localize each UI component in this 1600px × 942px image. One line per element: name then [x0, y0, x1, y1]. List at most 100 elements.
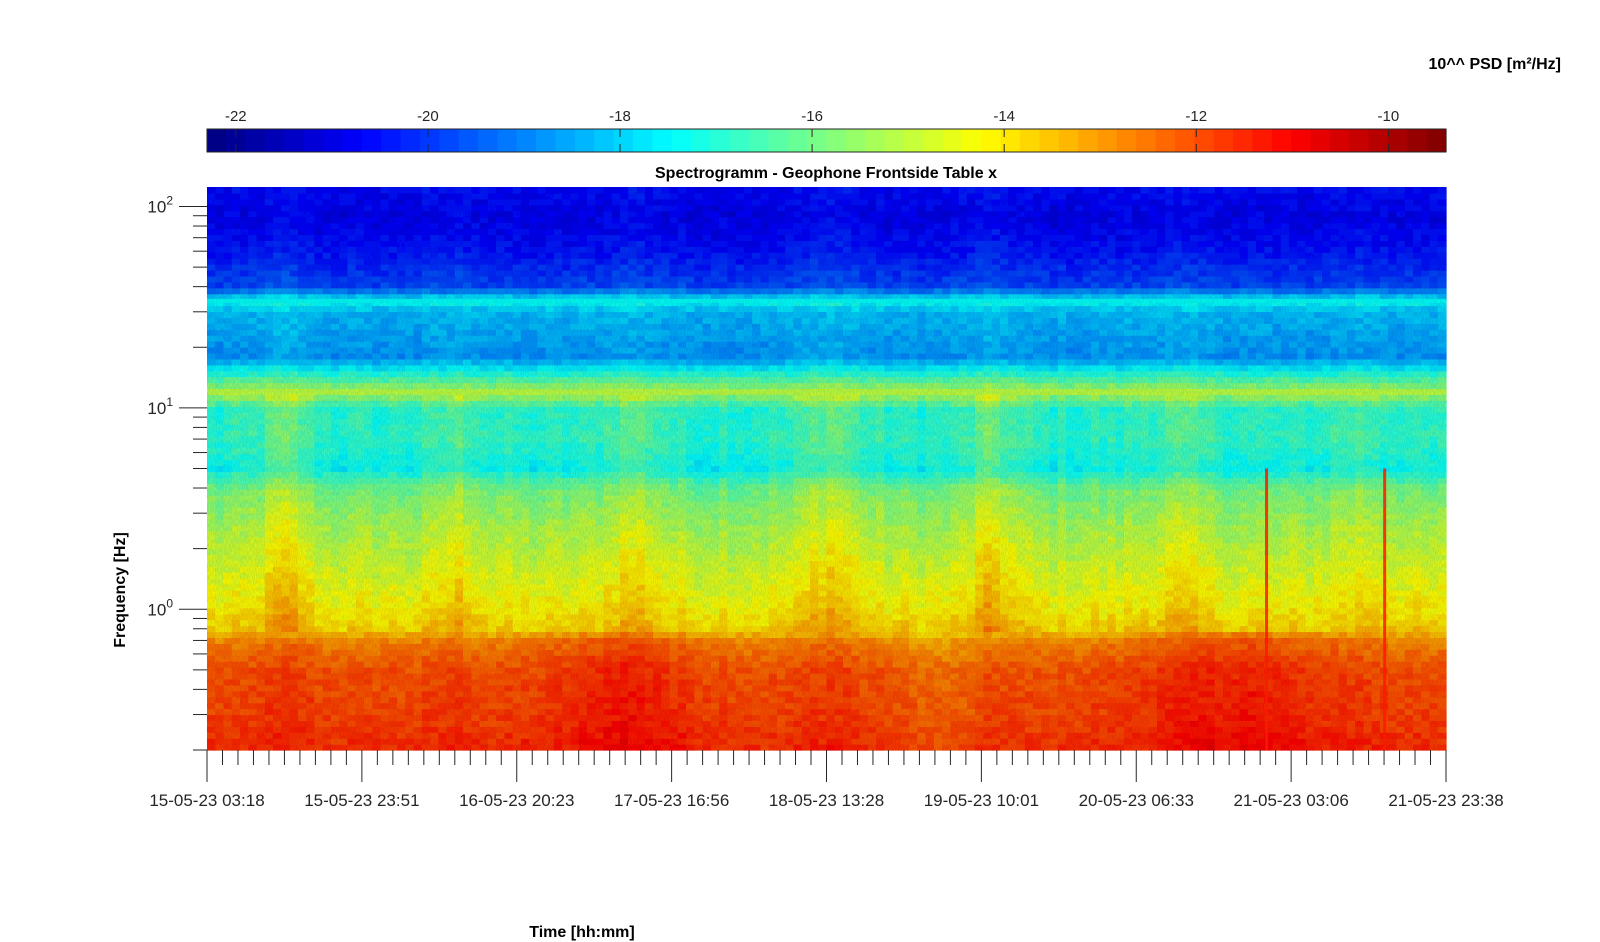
heat-cell: [661, 578, 671, 585]
heat-cell: [347, 595, 357, 603]
heat-cell: [471, 678, 481, 686]
heat-cell: [933, 661, 943, 668]
heat-cell: [925, 643, 935, 650]
heat-cell: [876, 637, 885, 644]
heat-cell: [768, 696, 778, 704]
heat-cell: [1404, 601, 1414, 609]
heat-cell: [1074, 696, 1084, 704]
heat-cell: [207, 572, 216, 579]
heat-cell: [966, 601, 976, 609]
heat-cell: [1148, 661, 1158, 668]
heat-cell: [1181, 655, 1191, 662]
heat-cell: [1231, 732, 1241, 739]
heat-cell: [611, 667, 621, 674]
heat-cell: [595, 661, 605, 668]
heat-cell: [702, 702, 712, 710]
heat-cell: [991, 708, 1001, 716]
heat-cell: [735, 702, 745, 710]
heat-cell: [1115, 667, 1125, 674]
heat-cell: [388, 649, 398, 656]
heat-cell: [702, 690, 712, 698]
heat-cell: [884, 631, 894, 638]
heat-cell: [1173, 708, 1183, 716]
heat-cell: [942, 554, 951, 561]
heat-cell: [405, 584, 415, 591]
heat-cell: [372, 667, 382, 674]
heat-cell: [586, 625, 596, 633]
heat-cell: [1024, 584, 1034, 591]
heat-cell: [999, 714, 1009, 721]
heat-cell: [900, 649, 910, 656]
heat-cell: [743, 566, 753, 573]
heat-cell: [512, 690, 522, 698]
heat-cell: [512, 578, 522, 585]
heat-cell: [578, 720, 588, 727]
heat-cell: [1297, 595, 1307, 603]
heat-cell: [892, 589, 902, 597]
heat-cell: [909, 631, 918, 638]
heat-cell: [520, 655, 530, 662]
heat-cell: [644, 572, 654, 579]
heat-cell: [933, 696, 943, 704]
heat-cell: [801, 661, 811, 668]
heat-cell: [231, 732, 241, 739]
heat-cell: [785, 601, 795, 609]
heat-cell: [1173, 566, 1183, 573]
heat-cell: [1189, 696, 1199, 704]
heat-cell: [1049, 637, 1059, 644]
heat-cell: [876, 643, 885, 650]
heat-cell: [1371, 678, 1381, 686]
heat-cell: [843, 613, 852, 621]
heat-cell: [1132, 595, 1141, 603]
heat-cell: [1033, 637, 1042, 644]
heat-cell: [347, 678, 357, 686]
heat-cell: [735, 738, 745, 745]
heat-cell: [380, 637, 390, 644]
heat-cell: [421, 572, 431, 579]
heat-cell: [603, 560, 613, 567]
heat-cell: [694, 744, 704, 751]
heat-cell: [719, 637, 728, 644]
heat-cell: [1189, 726, 1199, 733]
heat-cell: [553, 637, 563, 644]
heat-cell: [529, 625, 538, 633]
heat-cell: [933, 595, 943, 603]
heat-cell: [735, 744, 745, 751]
heat-cell: [1330, 619, 1340, 627]
heat-cell: [297, 625, 307, 633]
heat-cell: [743, 684, 753, 692]
heat-cell: [1289, 649, 1298, 656]
heat-cell: [380, 584, 390, 591]
heat-cell: [917, 554, 927, 561]
heat-cell: [999, 625, 1009, 633]
heat-cell: [1148, 720, 1158, 727]
heat-cell: [999, 637, 1009, 644]
heat-cell: [876, 584, 885, 591]
heat-cell: [586, 601, 596, 609]
heat-cell: [1388, 690, 1398, 698]
heat-cell: [942, 631, 951, 638]
heat-cell: [1256, 661, 1265, 668]
heat-cell: [207, 684, 216, 692]
heat-cell: [496, 672, 505, 680]
heat-cell: [636, 560, 646, 567]
heat-cell: [958, 732, 968, 739]
heat-cell: [933, 708, 943, 716]
heat-cell: [1165, 708, 1175, 716]
heat-cell: [1024, 714, 1034, 721]
heat-cell: [504, 625, 514, 633]
heat-cell: [892, 601, 902, 609]
heat-cell: [1421, 584, 1431, 591]
heat-cell: [388, 595, 398, 603]
heat-cell: [463, 696, 472, 704]
heat-cell: [958, 708, 968, 716]
heat-cell: [1181, 696, 1191, 704]
heat-cell: [438, 702, 448, 710]
heat-cell: [396, 696, 406, 704]
heat-cell: [355, 744, 365, 751]
heat-cell: [1140, 589, 1150, 597]
heat-cell: [975, 566, 985, 573]
heat-cell: [1289, 702, 1298, 710]
heat-cell: [487, 702, 497, 710]
heat-cell: [1132, 661, 1141, 668]
